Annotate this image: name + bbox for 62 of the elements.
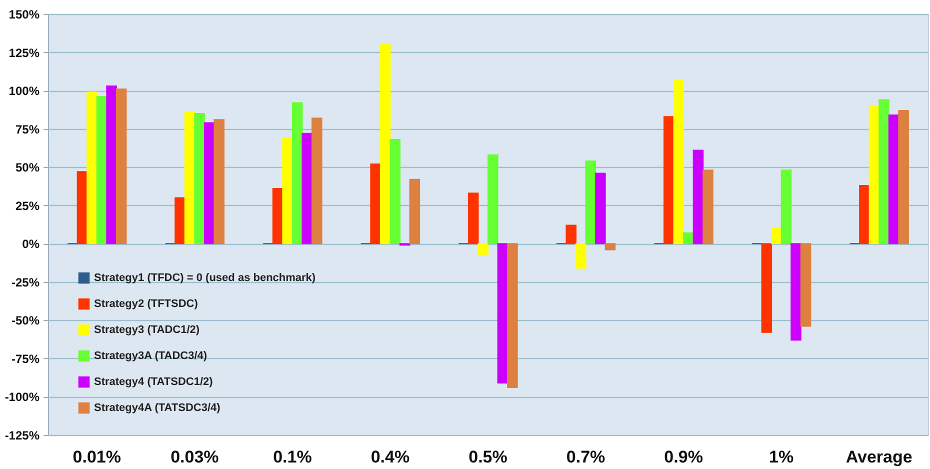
y-tick-label: 25%	[15, 198, 40, 213]
y-tick-label: -75%	[11, 352, 40, 366]
x-tick-label: 0.03%	[170, 448, 219, 466]
bar	[116, 88, 127, 244]
bar	[780, 170, 792, 244]
y-tick-label: 0%	[22, 237, 40, 252]
x-tick-label: 0.01%	[72, 448, 121, 466]
legend-label: Strategy4 (TATSDC1/2)	[94, 376, 214, 388]
bar	[390, 139, 400, 244]
legend-label: Strategy4A (TATSDC3/4)	[94, 402, 221, 414]
y-tick-label: 150%	[8, 8, 40, 22]
bar	[86, 92, 98, 244]
bar	[282, 138, 293, 244]
y-tick-label: -25%	[11, 275, 40, 290]
bar	[370, 164, 381, 244]
x-tick-label: 1%	[769, 448, 794, 466]
x-tick-label: Average	[846, 448, 912, 466]
bar	[292, 102, 303, 244]
bar	[214, 119, 224, 244]
bar	[673, 79, 684, 244]
bar	[576, 243, 586, 269]
y-tick-label: -125%	[4, 428, 40, 442]
y-tick-label: 100%	[8, 84, 40, 98]
y-tick-label: 125%	[8, 46, 40, 60]
bar	[312, 118, 322, 244]
x-tick-label: 0.1%	[273, 448, 312, 466]
y-tick-label: -50%	[11, 314, 40, 328]
bar	[800, 243, 812, 327]
x-tick-label: 0.9%	[664, 448, 703, 466]
legend-label: Strategy3A (TADC3/4)	[94, 350, 208, 362]
bar	[194, 113, 205, 244]
bar	[702, 170, 714, 244]
bar	[380, 44, 391, 244]
x-tick-label: 0.5%	[468, 448, 508, 466]
bar	[692, 150, 704, 244]
y-tick-label: 50%	[15, 160, 40, 175]
bar	[790, 243, 802, 341]
bar	[409, 178, 420, 244]
bar	[683, 232, 694, 244]
bar	[604, 243, 616, 250]
bar	[478, 243, 488, 255]
bar	[302, 132, 312, 244]
bar	[878, 99, 890, 244]
bar	[566, 224, 576, 244]
x-tick-label: 0.7%	[566, 448, 606, 466]
bar	[507, 243, 518, 388]
legend-label: Strategy1 (TFDC) = 0 (used as benchmark)	[94, 272, 316, 284]
bar	[771, 228, 782, 244]
bar	[488, 154, 498, 244]
bar	[106, 85, 117, 244]
bar	[898, 110, 909, 244]
y-tick-label: -100%	[4, 390, 40, 404]
y-tick-label: 75%	[15, 122, 40, 136]
legend-label: Strategy2 (TFTSDC)	[94, 298, 198, 310]
bar	[174, 197, 186, 244]
bar	[595, 172, 606, 244]
legend-label: Strategy3 (TADC1/2)	[94, 324, 200, 336]
bar	[664, 116, 674, 244]
bar	[761, 243, 772, 333]
x-tick-label: 0.4%	[370, 448, 410, 466]
bar	[468, 192, 479, 244]
bar	[859, 184, 870, 244]
